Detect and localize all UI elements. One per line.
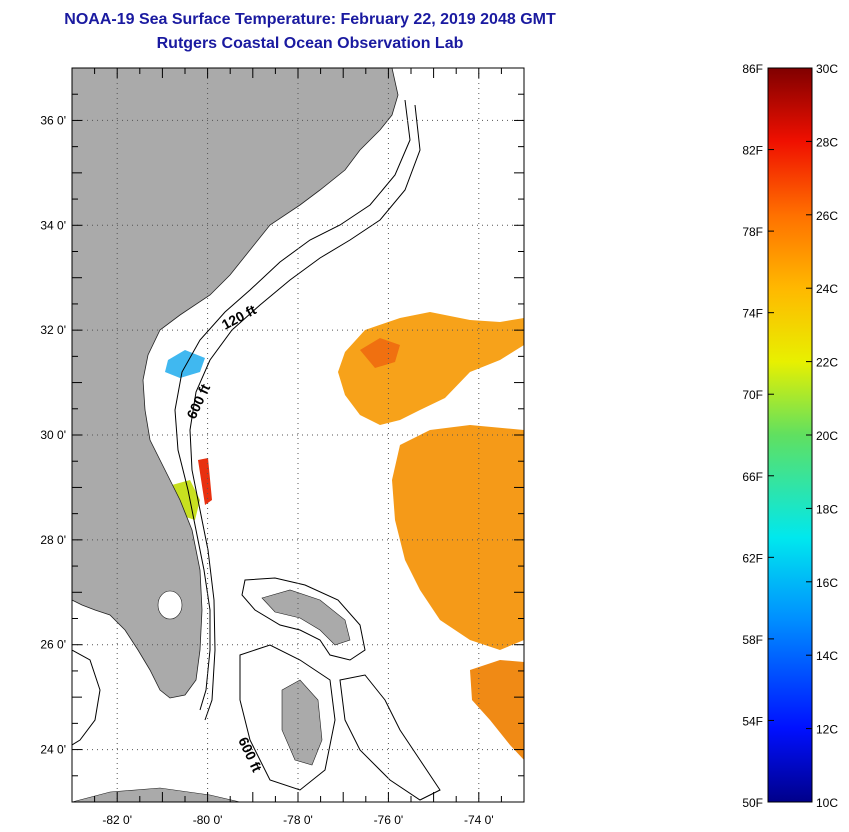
colorbar-c-label: 20C — [816, 429, 838, 443]
axis-ticks — [71, 67, 525, 803]
lat-label: 26 0' — [40, 638, 66, 652]
lat-label: 30 0' — [40, 428, 66, 442]
sst-patch-gulfstream — [392, 425, 524, 650]
land-mainland — [72, 68, 399, 699]
colorbar-f-label: 82F — [742, 144, 763, 158]
lon-label: -82 0' — [102, 813, 132, 827]
lat-label: 28 0' — [40, 533, 66, 547]
latitude-labels: 36 0' 34 0' 32 0' 30 0' 28 0' 26 0' 24 0' — [40, 113, 66, 756]
colorbar-f-label: 66F — [742, 470, 763, 484]
lat-label: 32 0' — [40, 323, 66, 337]
sst-patch-coastal-red — [198, 458, 212, 505]
lon-label: -74 0' — [464, 813, 494, 827]
map-title: NOAA-19 Sea Surface Temperature: Februar… — [64, 11, 556, 28]
sst-patch-warm-core — [360, 338, 400, 368]
land-cuba — [72, 787, 241, 802]
lat-label: 36 0' — [40, 113, 66, 127]
colorbar-c-label: 14C — [816, 649, 838, 663]
colorbar-f-label: 58F — [742, 633, 763, 647]
lake-okeechobee — [157, 590, 183, 620]
colorbar-ticks — [768, 67, 812, 803]
colorbar-c-label: 26C — [816, 209, 838, 223]
colorbar-fahrenheit-labels: 86F 82F 78F 74F 70F 66F 62F 58F 54F 50F — [742, 62, 763, 810]
colorbar-celsius-labels: 30C 28C 26C 24C 22C 20C 18C 16C 14C 12C 10C — [816, 62, 838, 810]
lat-label: 24 0' — [40, 743, 66, 757]
colorbar-f-label: 70F — [742, 388, 763, 402]
colorbar — [767, 67, 813, 803]
lon-label: -78 0' — [283, 813, 313, 827]
sst-patches — [165, 312, 524, 760]
land-bahamas-north — [261, 589, 351, 646]
colorbar-f-label: 74F — [742, 307, 763, 321]
longitude-labels: -82 0' -80 0' -78 0' -76 0' -74 0' — [102, 813, 493, 827]
colorbar-c-label: 28C — [816, 135, 838, 149]
sst-patch-coastal-cold — [165, 350, 205, 378]
map-subtitle: Rutgers Coastal Ocean Observation Lab — [156, 35, 464, 52]
colorbar-f-label: 62F — [742, 551, 763, 565]
colorbar-f-label: 78F — [742, 225, 763, 239]
colorbar-f-label: 50F — [742, 796, 763, 810]
lat-label: 34 0' — [40, 218, 66, 232]
colorbar-c-label: 10C — [816, 796, 838, 810]
colorbar-c-label: 24C — [816, 282, 838, 296]
colorbar-f-label: 54F — [742, 714, 763, 728]
depth-contours — [72, 99, 441, 801]
lon-label: -80 0' — [193, 813, 223, 827]
colorbar-c-label: 30C — [816, 62, 838, 76]
graticule — [72, 68, 524, 802]
colorbar-c-label: 16C — [816, 576, 838, 590]
colorbar-c-label: 12C — [816, 723, 838, 737]
lon-label: -76 0' — [374, 813, 404, 827]
colorbar-f-label: 86F — [742, 62, 763, 76]
colorbar-c-label: 22C — [816, 356, 838, 370]
sst-patch-south — [470, 660, 524, 760]
land-bahamas-andros — [281, 679, 323, 766]
colorbar-c-label: 18C — [816, 502, 838, 516]
